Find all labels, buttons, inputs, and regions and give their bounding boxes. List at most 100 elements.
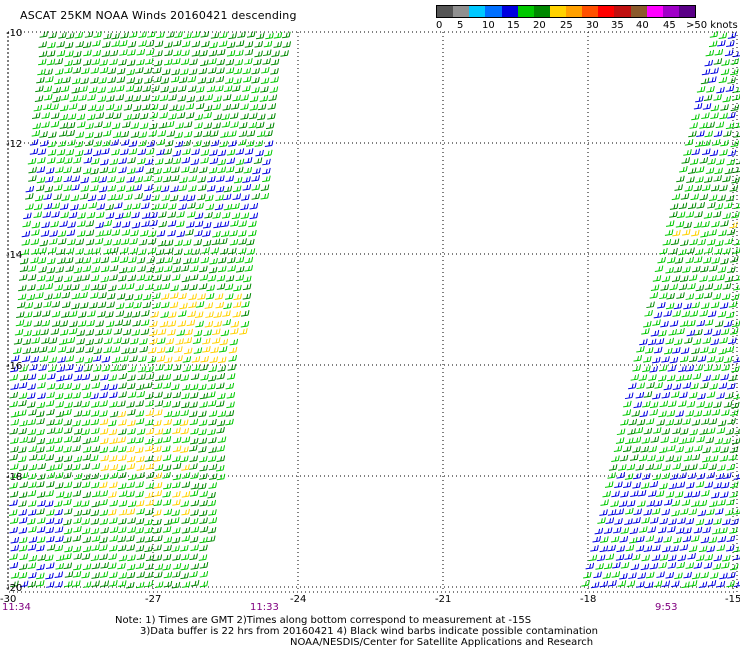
wind-barb <box>199 392 209 400</box>
wind-barb <box>230 220 239 227</box>
wind-barb <box>83 156 93 164</box>
wind-barb <box>687 167 697 175</box>
wind-barb <box>188 293 197 301</box>
wind-barb <box>100 437 109 445</box>
wind-barb <box>27 580 37 588</box>
wind-barb <box>242 293 252 300</box>
wind-barb <box>9 553 18 560</box>
wind-barb <box>154 464 164 471</box>
wind-barb <box>193 347 203 354</box>
wind-barb <box>163 571 173 579</box>
wind-barb <box>691 572 701 580</box>
wind-barb <box>64 157 73 164</box>
wind-barb <box>678 437 688 445</box>
wind-barb <box>225 67 235 74</box>
wind-barb <box>126 68 135 76</box>
wind-barb <box>686 176 695 183</box>
wind-barb <box>225 58 235 66</box>
wind-barb <box>190 499 200 507</box>
wind-barb <box>199 364 209 371</box>
wind-barb <box>72 490 82 497</box>
wind-barb <box>36 491 46 498</box>
wind-barb <box>90 518 100 525</box>
wind-barb <box>72 463 81 471</box>
wind-barb <box>671 509 680 517</box>
wind-barb <box>18 284 27 292</box>
wind-barb <box>163 58 173 66</box>
wind-barb <box>72 166 82 174</box>
wind-barb <box>199 274 209 281</box>
wind-barb <box>232 94 241 102</box>
wind-barb <box>262 175 271 183</box>
wind-barb <box>82 491 92 499</box>
wind-barb <box>123 103 133 111</box>
wind-barb <box>251 67 260 75</box>
wind-barb <box>86 211 96 219</box>
wind-barb <box>642 365 651 373</box>
wind-barb <box>45 454 55 461</box>
wind-barb <box>135 500 145 507</box>
wind-barb <box>238 121 248 129</box>
wind-barb <box>255 149 264 157</box>
wind-barb <box>73 473 83 480</box>
wind-barb <box>54 418 63 426</box>
wind-barb <box>720 257 729 265</box>
wind-barb <box>125 283 135 290</box>
wind-barb <box>82 536 92 543</box>
wind-barb <box>625 544 635 552</box>
wind-barb <box>177 85 187 92</box>
wind-barb <box>82 391 92 399</box>
wind-barb <box>54 427 64 434</box>
wind-barb <box>659 482 668 490</box>
wind-barb <box>63 536 72 543</box>
wind-barb <box>721 364 730 372</box>
wind-barb <box>174 239 183 247</box>
wind-barb <box>701 220 710 228</box>
wind-barb <box>655 490 665 498</box>
wind-barb <box>602 490 611 498</box>
wind-barb <box>116 185 126 192</box>
wind-barb <box>85 329 95 336</box>
wind-barb <box>91 572 100 579</box>
wind-barb <box>652 392 661 400</box>
wind-barb <box>32 122 42 130</box>
wind-barb <box>138 139 147 147</box>
wind-barb <box>163 518 173 526</box>
wind-barb <box>686 436 695 444</box>
wind-barb <box>119 49 128 56</box>
wind-barb <box>105 212 115 219</box>
wind-barb <box>727 417 736 425</box>
wind-barb <box>172 462 182 470</box>
wind-barb <box>648 374 657 381</box>
wind-barb <box>33 320 43 327</box>
wind-barb <box>624 392 634 400</box>
wind-barb <box>72 563 82 571</box>
wind-barb <box>94 329 104 336</box>
wind-barb <box>81 481 91 489</box>
wind-barb <box>181 526 191 534</box>
legend-swatch <box>678 6 695 17</box>
wind-barb <box>733 357 740 363</box>
wind-barb <box>163 580 173 588</box>
wind-barb <box>698 581 708 588</box>
wind-barb <box>645 535 655 542</box>
wind-barb <box>210 346 219 354</box>
wind-barb <box>181 166 190 173</box>
wind-barb <box>31 130 41 137</box>
wind-barb <box>95 211 105 219</box>
wind-barb <box>198 446 207 453</box>
wind-barb <box>270 58 280 66</box>
wind-barb <box>731 401 740 409</box>
wind-barb <box>182 148 191 155</box>
wind-barb <box>687 552 696 560</box>
wind-barb <box>658 374 667 382</box>
wind-barb <box>9 526 18 534</box>
wind-barb <box>238 247 247 255</box>
wind-barb <box>144 491 154 499</box>
wind-barb <box>727 572 736 579</box>
wind-barb <box>189 536 199 543</box>
wind-barb <box>691 453 701 461</box>
wind-barb <box>661 508 671 516</box>
wind-barb <box>120 247 129 254</box>
wind-barb <box>71 383 81 391</box>
